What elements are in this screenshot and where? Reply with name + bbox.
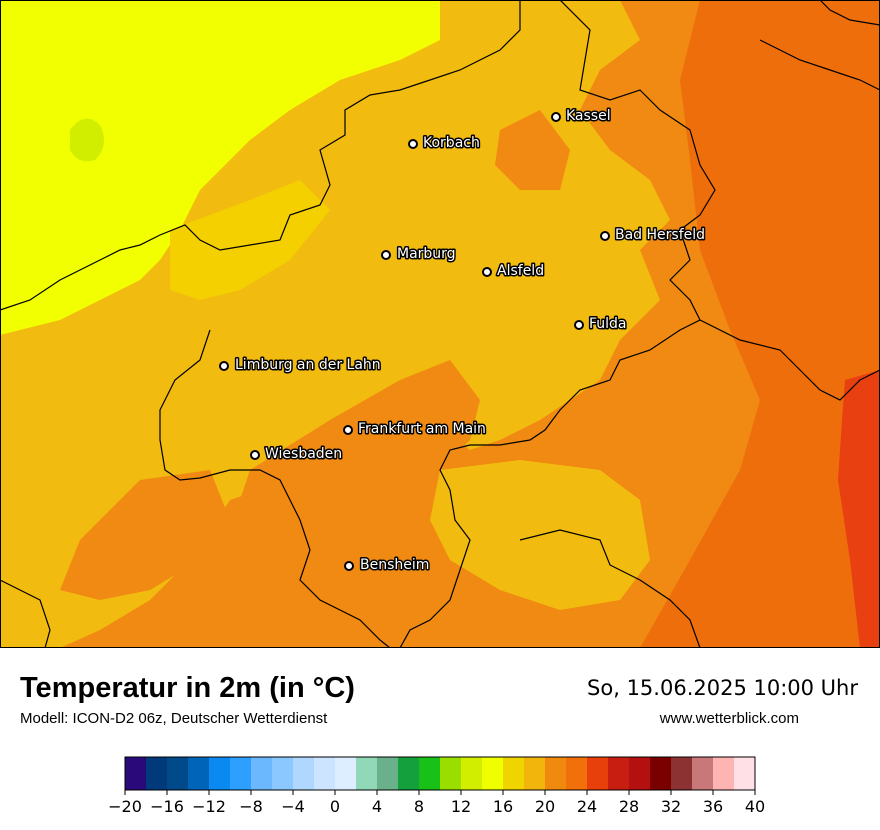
city-marburg[interactable]: Marburg	[381, 245, 457, 264]
legend-swatch	[272, 757, 294, 790]
legend-swatch	[356, 757, 378, 790]
temp-zone-yellow	[0, 0, 440, 335]
city-alsfeld[interactable]: Alsfeld	[482, 262, 546, 281]
city-label-bad-hersfeld: Bad Hersfeld	[615, 227, 705, 243]
city-label-frankfurt: Frankfurt am Main	[358, 421, 486, 437]
legend-swatch	[524, 757, 546, 790]
legend-swatch	[692, 757, 714, 790]
legend-swatch	[671, 757, 693, 790]
city-label-kassel: Kassel	[566, 108, 611, 124]
forecast-datetime: So, 15.06.2025 10:00 Uhr	[587, 676, 858, 700]
legend-tick-label: −4	[281, 797, 305, 816]
legend-swatch	[587, 757, 609, 790]
city-bad-hersfeld[interactable]: Bad Hersfeld	[600, 226, 707, 245]
legend-swatch	[440, 757, 462, 790]
color-legend: −20 −16 −12 −8 −4 0 4 8 12 16 20 24 28 32 36 40	[108, 756, 765, 816]
legend-tick-label: −16	[150, 797, 184, 816]
legend-tick-label: −20	[108, 797, 142, 816]
temp-zone-deep-orange	[640, 0, 880, 648]
legend-tick-label: 40	[745, 797, 765, 816]
legend-swatch	[482, 757, 504, 790]
legend-swatch	[566, 757, 588, 790]
city-label-marburg: Marburg	[397, 246, 456, 262]
temp-zone-orange-south-central	[230, 360, 480, 640]
legend-tick-label: 36	[703, 797, 723, 816]
website-link[interactable]: www.wetterblick.com	[659, 710, 799, 727]
legend-swatch	[734, 757, 756, 790]
legend-swatch	[503, 757, 525, 790]
legend-tick-label: −12	[192, 797, 226, 816]
legend-tick-label: 8	[414, 797, 424, 816]
legend-ticks: −20 −16 −12 −8 −4 0 4 8 12 16 20 24 28 32 36 40	[108, 790, 765, 816]
temp-zone-green-spot	[70, 118, 104, 162]
temperature-map: Kassel Korbach Bad Hersfeld Marburg Alsf…	[0, 0, 880, 648]
city-kassel[interactable]: Kassel	[551, 107, 612, 126]
city-frankfurt[interactable]: Frankfurt am Main	[343, 420, 487, 439]
legend-swatch	[629, 757, 651, 790]
legend-swatch	[188, 757, 210, 790]
city-label-korbach: Korbach	[423, 135, 480, 151]
temp-zone-lightgold	[170, 180, 330, 300]
legend-tick-label: 0	[330, 797, 340, 816]
legend-swatch	[335, 757, 357, 790]
legend-tick-label: 12	[451, 797, 471, 816]
city-label-bensheim: Bensheim	[360, 557, 429, 573]
legend-tick-label: 24	[577, 797, 597, 816]
temp-zone-red	[838, 370, 880, 648]
border-hesse	[0, 0, 716, 648]
legend-frame	[124, 756, 756, 791]
legend-swatch	[251, 757, 273, 790]
model-source: Modell: ICON-D2 06z, Deutscher Wetterdie…	[20, 710, 328, 727]
city-bensheim[interactable]: Bensheim	[344, 556, 431, 575]
legend-swatch	[314, 757, 336, 790]
legend-swatch	[461, 757, 483, 790]
legend-swatch	[377, 757, 399, 790]
chart-title: Temperatur in 2m (in °C)	[20, 672, 355, 704]
legend-tick-label: −8	[239, 797, 263, 816]
footer: Temperatur in 2m (in °C) Modell: ICON-D2…	[0, 648, 880, 830]
legend-swatches	[125, 757, 756, 790]
city-fulda[interactable]: Fulda	[574, 315, 628, 334]
legend-swatch	[398, 757, 420, 790]
city-label-alsfeld: Alsfeld	[497, 263, 544, 279]
city-limburg[interactable]: Limburg an der Lahn	[219, 356, 382, 375]
city-markers: Kassel Korbach Bad Hersfeld Marburg Alsf…	[219, 107, 707, 575]
legend-tick-label: 32	[661, 797, 681, 816]
temp-zone-orange-ne	[495, 110, 570, 190]
legend-swatch	[419, 757, 441, 790]
borders	[0, 0, 880, 648]
city-wiesbaden[interactable]: Wiesbaden	[250, 445, 344, 464]
border-southwest	[0, 579, 51, 648]
city-label-limburg: Limburg an der Lahn	[235, 357, 381, 373]
legend-swatch	[650, 757, 672, 790]
city-label-fulda: Fulda	[589, 316, 627, 332]
legend-swatch	[293, 757, 315, 790]
legend-swatch	[713, 757, 735, 790]
legend-swatch	[545, 757, 567, 790]
temp-zone-orange-west	[60, 470, 230, 600]
legend-swatch	[230, 757, 252, 790]
legend-swatch	[146, 757, 168, 790]
legend-tick-label: 28	[619, 797, 639, 816]
legend-tick-label: 16	[493, 797, 513, 816]
legend-swatch	[167, 757, 189, 790]
legend-swatch	[125, 757, 147, 790]
legend-swatch	[209, 757, 231, 790]
city-label-wiesbaden: Wiesbaden	[265, 446, 342, 462]
legend-tick-label: 20	[535, 797, 555, 816]
legend-tick-label: 4	[372, 797, 382, 816]
border-east	[519, 0, 880, 648]
city-korbach[interactable]: Korbach	[408, 134, 481, 153]
legend-swatch	[608, 757, 630, 790]
